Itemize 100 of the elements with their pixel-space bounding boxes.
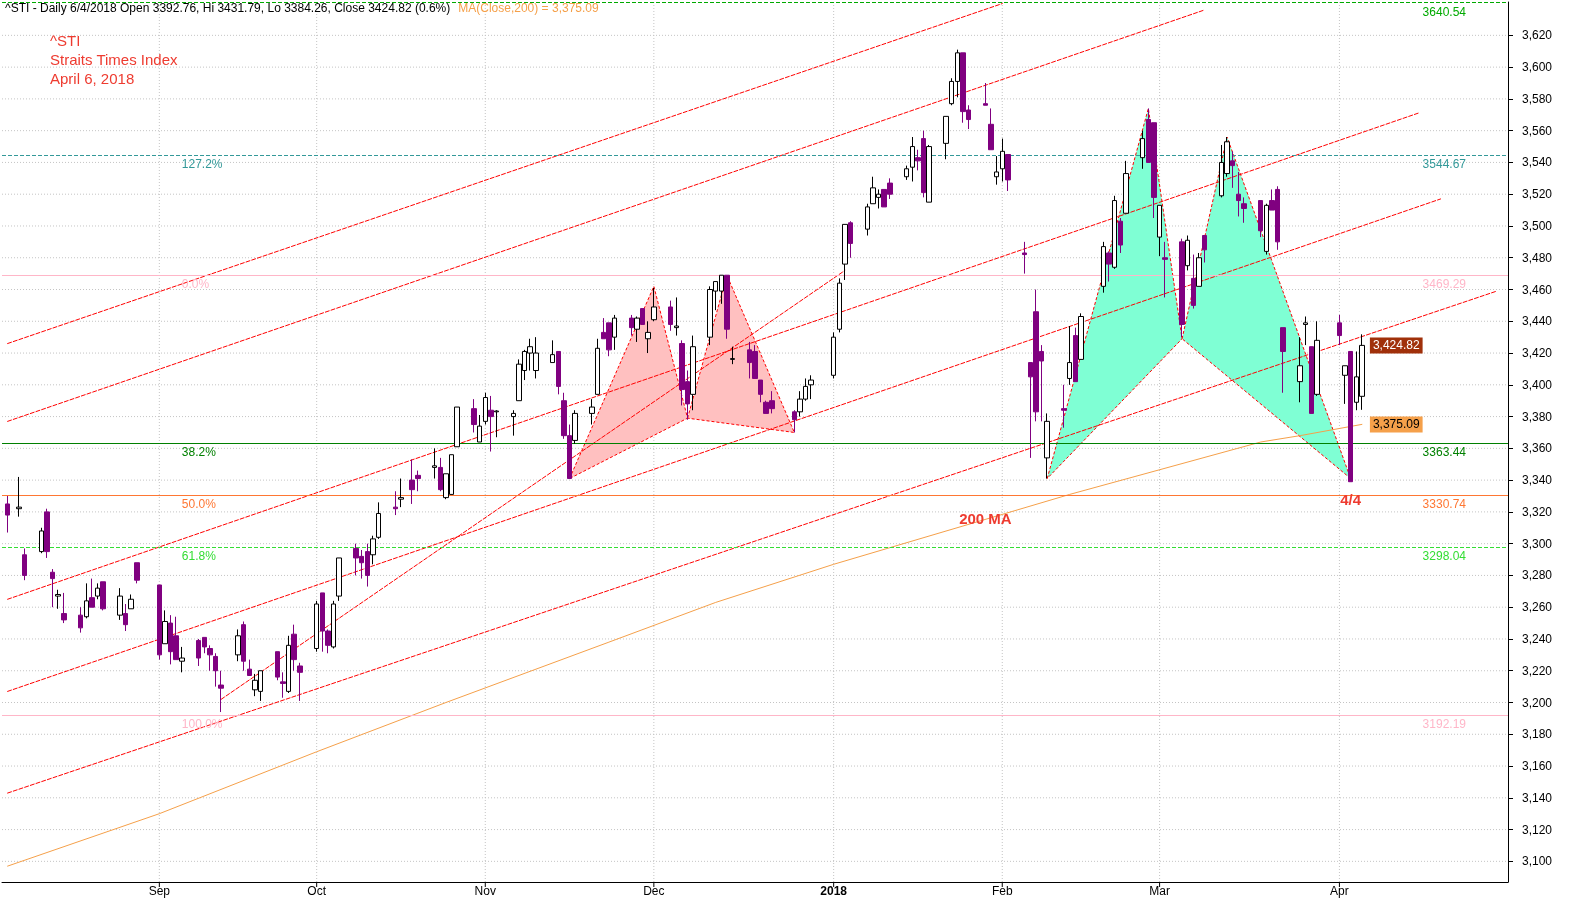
candlestick [415, 470, 421, 492]
line-series [7, 423, 1363, 867]
candlestick [651, 287, 657, 322]
candlestick [477, 414, 482, 443]
candlestick [848, 220, 853, 259]
x-tick-label: Oct [307, 884, 327, 898]
x-tick-label: Sep [148, 884, 171, 898]
candlestick [724, 274, 730, 340]
candlestick [1309, 346, 1314, 414]
candlestick [39, 527, 44, 554]
candlestick [207, 644, 213, 672]
candlestick [84, 582, 89, 619]
candlestick [78, 606, 83, 634]
candlestick [1337, 314, 1342, 346]
candlestick [1236, 171, 1241, 217]
candlestick [831, 331, 836, 379]
candlestick [1202, 235, 1207, 264]
candlestick [336, 557, 342, 602]
candlestick [1067, 325, 1072, 386]
candlestick [904, 165, 909, 181]
candlestick [488, 395, 494, 453]
text: Straits Times Index [50, 51, 179, 68]
ref-line-label: 3544.67 [1422, 157, 1467, 172]
candlestick [1314, 320, 1320, 397]
candlestick [55, 589, 61, 610]
y-tick-label: 3,400 [1522, 377, 1553, 392]
candlestick [1297, 336, 1303, 403]
candlestick [1264, 203, 1269, 256]
y-tick-label: 3,580 [1522, 91, 1553, 106]
candlestick [398, 478, 404, 508]
candlestick [370, 535, 376, 565]
candlestick [100, 581, 106, 611]
candlestick [994, 155, 999, 186]
y-tick-label: 3,560 [1522, 123, 1553, 138]
candlestick [1191, 254, 1196, 310]
candlestick [792, 409, 797, 433]
candlestick [1118, 217, 1123, 254]
candlestick [157, 584, 162, 661]
candlestick [1185, 235, 1190, 271]
candlestick [511, 409, 516, 437]
candlestick [808, 374, 814, 400]
y-tick-label: 3,540 [1522, 155, 1553, 170]
annotation: 127.2% [181, 157, 223, 172]
y-tick-label: 3,520 [1522, 187, 1553, 202]
candlestick [1112, 195, 1117, 270]
candlestick [690, 335, 696, 411]
candlestick [645, 320, 651, 354]
candlestick [235, 628, 241, 662]
candlestick [865, 203, 870, 236]
y-tick-label: 3,360 [1522, 441, 1553, 456]
candlestick [162, 609, 168, 645]
candlestick [454, 406, 460, 448]
candlestick [589, 398, 595, 426]
candlestick [1000, 138, 1005, 182]
candlestick [50, 568, 55, 608]
candlestick [134, 562, 140, 584]
candlestick [1241, 196, 1247, 224]
candlestick [926, 144, 932, 203]
y-tick-label: 3,380 [1522, 409, 1553, 424]
ref-line-label: 3298.04 [1422, 548, 1467, 563]
candlestick [674, 296, 679, 337]
candlestick [297, 662, 303, 702]
candlestick [494, 409, 499, 438]
candlestick [95, 582, 100, 600]
ref-line-label: 3363.44 [1422, 444, 1467, 459]
candlestick [275, 651, 280, 681]
candlestick [44, 508, 50, 559]
candlestick [730, 346, 735, 365]
y-tick-label: 3,300 [1522, 536, 1553, 551]
y-tick-label: 3,160 [1522, 759, 1553, 774]
candlestick [1230, 150, 1235, 189]
candlestick [1022, 241, 1027, 275]
ref-line-label: 3640.54 [1422, 4, 1467, 19]
annotation: MA(Close,200) = 3,375.09 [458, 1, 599, 15]
candlestick [438, 457, 443, 492]
annotation: 61.8% [181, 548, 217, 563]
candlestick [61, 592, 67, 624]
candlestick [123, 603, 128, 632]
candlestick [1348, 350, 1353, 483]
candlestick [1303, 316, 1308, 346]
candlestick [22, 547, 27, 581]
x-tick-label: Feb [991, 884, 1013, 898]
candlestick [758, 379, 763, 403]
candlestick [331, 600, 336, 649]
candlestick [1106, 250, 1112, 283]
y-tick-label: 3,120 [1522, 822, 1553, 837]
candlestick [668, 300, 673, 332]
candlestick [910, 136, 915, 182]
candlestick [89, 578, 95, 608]
y-tick-label: 3,480 [1522, 250, 1553, 265]
candlestick [241, 620, 246, 672]
candlestick [595, 338, 600, 395]
x-tick-label: 2018 [820, 884, 848, 898]
y-tick-label: 3,600 [1522, 60, 1553, 75]
candlestick [1101, 241, 1106, 294]
candlestick [943, 115, 949, 160]
y-tick-label: 3,280 [1522, 568, 1553, 583]
candlestick [1044, 412, 1050, 480]
y-tick-label: 3,460 [1522, 282, 1553, 297]
candlestick [1140, 130, 1145, 170]
